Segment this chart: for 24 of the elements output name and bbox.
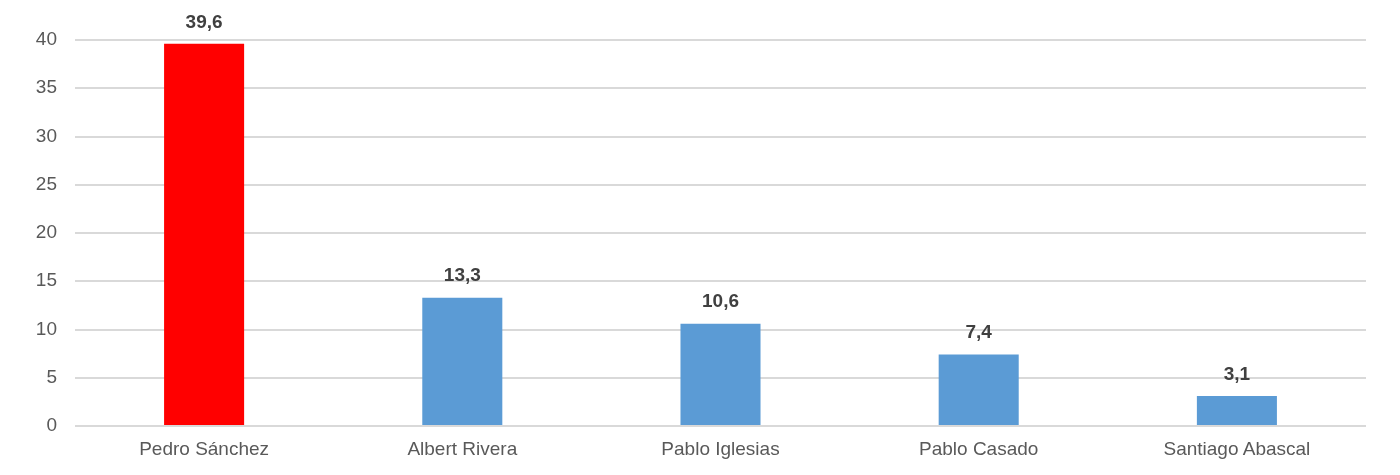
x-tick-label: Pedro Sánchez xyxy=(139,437,270,459)
y-tick-label: 15 xyxy=(35,269,57,291)
data-label: 13,3 xyxy=(443,264,481,286)
y-tick-label: 5 xyxy=(46,365,57,387)
y-tick-label: 0 xyxy=(46,414,57,436)
data-label: 7,4 xyxy=(965,321,993,343)
y-tick-label: 20 xyxy=(35,221,57,243)
bar xyxy=(422,297,503,425)
y-tick-label: 30 xyxy=(35,124,57,146)
y-tick-label: 40 xyxy=(35,28,57,50)
data-label: 10,6 xyxy=(702,290,739,312)
x-tick-label: Santiago Abascal xyxy=(1163,437,1311,459)
bar xyxy=(1196,396,1277,425)
data-label: 39,6 xyxy=(185,10,223,32)
x-tick-label: Pablo Casado xyxy=(919,437,1039,459)
x-tick-label: Pablo Iglesias xyxy=(661,437,780,459)
bar xyxy=(164,43,245,425)
bar xyxy=(938,354,1019,425)
y-tick-label: 25 xyxy=(35,172,57,194)
bar xyxy=(680,323,761,425)
y-tick-label: 10 xyxy=(35,317,57,339)
data-label: 3,1 xyxy=(1223,362,1251,384)
x-tick-label: Albert Rivera xyxy=(407,437,518,459)
y-tick-label: 35 xyxy=(35,76,57,98)
